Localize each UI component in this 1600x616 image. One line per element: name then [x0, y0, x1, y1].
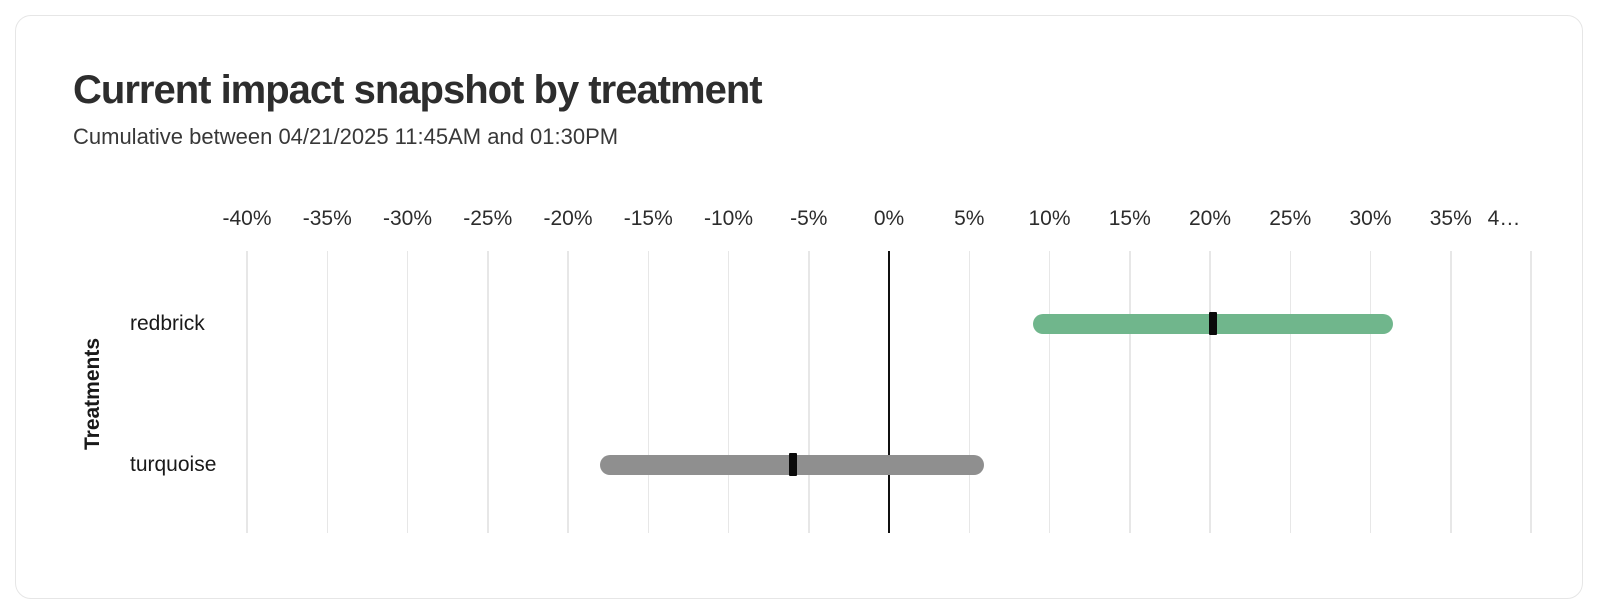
gridline: [647, 251, 649, 533]
x-tick-label: -30%: [382, 207, 433, 230]
gridline: [1289, 251, 1291, 533]
x-tick-label: -20%: [543, 207, 593, 230]
gridline: [1450, 251, 1452, 533]
x-tick-label: 5%: [954, 207, 985, 230]
gridline: [808, 251, 810, 533]
y-axis-title: Treatments: [81, 337, 104, 451]
gridline: [326, 251, 328, 533]
gridline: [1048, 251, 1051, 533]
x-tick-label: -40%: [222, 207, 272, 230]
x-tick-label: -35%: [302, 207, 352, 230]
x-tick-label: 30%: [1349, 207, 1392, 230]
gridline: [406, 251, 409, 533]
gridline: [567, 251, 569, 533]
chart-subtitle: Cumulative between 04/21/2025 11:45AM an…: [73, 124, 619, 149]
x-tick-label: 4…: [1487, 207, 1521, 230]
x-tick-label: -25%: [463, 207, 513, 230]
x-tick-label: 15%: [1108, 207, 1151, 230]
gridline: [487, 251, 489, 533]
x-tick-label: 25%: [1269, 207, 1312, 230]
x-tick-label: 0%: [873, 207, 905, 230]
x-tick-label: -15%: [623, 207, 673, 230]
chart-title: Current impact snapshot by treatment: [73, 68, 763, 112]
mean-marker-redbrick: [1209, 312, 1218, 335]
gridline: [1209, 251, 1211, 533]
chart-card: Current impact snapshot by treatment Cum…: [15, 15, 1583, 599]
x-tick-label: 35%: [1429, 207, 1472, 230]
gridline: [1530, 251, 1532, 533]
gridline: [727, 251, 730, 533]
x-tick-label: 20%: [1188, 207, 1232, 230]
x-tick-label: -10%: [703, 207, 754, 230]
mean-marker-turquoise: [788, 453, 797, 476]
gridline: [246, 251, 248, 533]
category-label-turquoise: turquoise: [130, 452, 217, 476]
gridline: [1129, 251, 1131, 533]
zero-axis-line: [888, 251, 890, 533]
gridline: [1369, 251, 1372, 533]
x-tick-label: -5%: [790, 207, 828, 230]
category-label-redbrick: redbrick: [130, 311, 205, 335]
x-tick-label: 10%: [1028, 207, 1071, 230]
gridline: [968, 251, 970, 533]
